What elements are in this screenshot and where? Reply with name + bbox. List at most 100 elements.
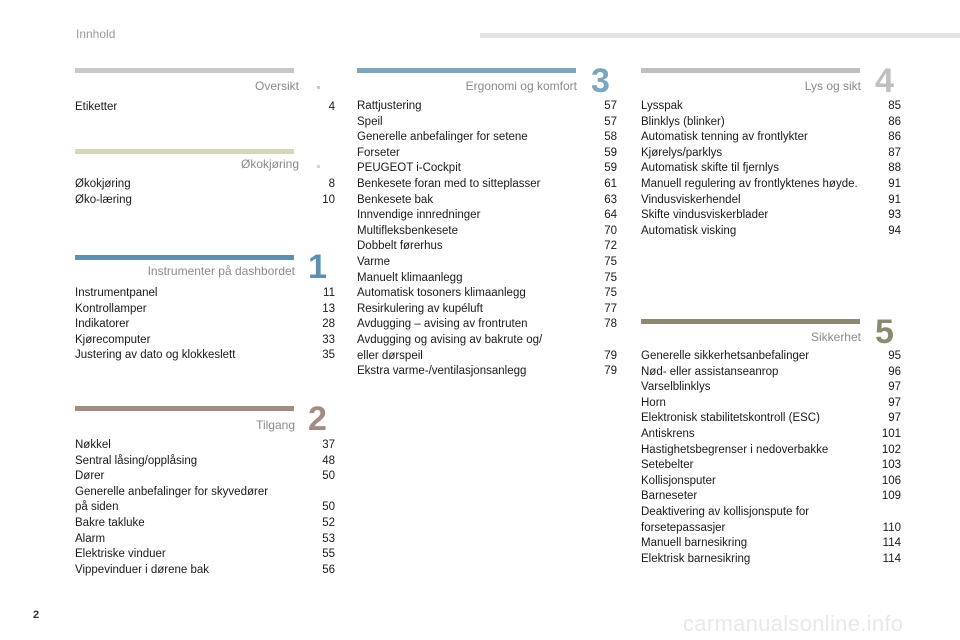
toc-entry[interactable]: Avdugging og avising av bakrute og/ elle… <box>357 333 617 364</box>
entries-list: Nøkkel 37 Sentral låsing/opplåsing 48 Dører 5… <box>75 438 335 578</box>
toc-entry[interactable]: Etiketter 4 <box>75 100 335 116</box>
toc-entry[interactable]: Sentral låsing/opplåsing 48 <box>75 454 335 470</box>
toc-entry-page: 28 <box>322 318 335 331</box>
toc-entry[interactable]: Elektriske vinduer 55 <box>75 547 335 563</box>
toc-entry[interactable]: Automatisk skifte til fjernlys 88 <box>641 161 901 177</box>
toc-entry[interactable]: Vindusviskerhendel 91 <box>641 193 901 209</box>
toc-entry[interactable]: Automatisk tosoners klimaanlegg 75 <box>357 286 617 302</box>
toc-entry-page: 94 <box>888 224 901 237</box>
toc-entry[interactable]: Nøkkel 37 <box>75 438 335 454</box>
toc-entry-page: 110 <box>882 521 901 534</box>
toc-entry[interactable]: Barneseter 109 <box>641 489 901 505</box>
entries-list: Lysspak 85 Blinklys (blinker) 86 Automatisk … <box>641 99 901 239</box>
toc-entry[interactable]: Rattjustering 57 <box>357 99 617 115</box>
toc-entry[interactable]: Justering av dato og klokkeslett 35 <box>75 348 335 364</box>
toc-entry[interactable]: Alarm 53 <box>75 532 335 548</box>
toc-entry[interactable]: Forseter 59 <box>357 146 617 162</box>
section-title: Økokjøring <box>240 157 299 171</box>
toc-entry-page: 50 <box>322 501 335 514</box>
toc-entry[interactable]: Horn 97 <box>641 396 901 412</box>
toc-entry-page: 91 <box>888 193 901 206</box>
toc-entry[interactable]: Manuell barnesikring 114 <box>641 536 901 552</box>
toc-entry[interactable]: Manuell regulering av frontlyktenes høyd… <box>641 177 901 193</box>
toc-entry[interactable]: Automatisk tenning av frontlykter 86 <box>641 130 901 146</box>
toc-entry-page: 114 <box>882 537 901 550</box>
toc-entry-page: 86 <box>888 131 901 144</box>
toc-entry-title: Deaktivering av kollisjonspute for forse… <box>641 505 810 534</box>
toc-entry-title: Automatisk tenning av frontlykter <box>641 131 808 144</box>
section-bar <box>75 255 294 260</box>
toc-entry-page: 87 <box>888 146 901 159</box>
toc-entry[interactable]: Dører 50 <box>75 469 335 485</box>
toc-entry-page: 57 <box>604 115 617 128</box>
toc-entry[interactable]: Kjørelys/parklys 87 <box>641 146 901 162</box>
toc-entry-title: Avdugging og avising av bakrute og/ elle… <box>357 333 543 362</box>
toc-entry-title: Lysspak <box>641 100 683 112</box>
toc-entry[interactable]: Økokjøring 8 <box>75 177 335 193</box>
toc-entry-title: Resirkulering av kupéluft <box>357 302 483 315</box>
toc-entry[interactable]: Vippevinduer i dørene bak 56 <box>75 563 335 579</box>
toc-entry[interactable]: Kontrollamper 13 <box>75 302 335 318</box>
toc-entry[interactable]: Kjørecomputer 33 <box>75 333 335 349</box>
toc-entry[interactable]: Speil 57 <box>357 115 617 131</box>
section-number: 3 <box>591 62 610 100</box>
toc-entry-title: Manuell barnesikring <box>641 537 748 550</box>
toc-entry-title: Varme <box>357 255 391 268</box>
toc-entry-title: Horn <box>641 396 666 409</box>
toc-entry[interactable]: Skifte vindusviskerblader 93 <box>641 208 901 224</box>
toc-entry[interactable]: Dobbelt førerhus 72 <box>357 239 617 255</box>
toc-entry[interactable]: Generelle anbefalinger for skyvedører på… <box>75 485 335 516</box>
toc-entry[interactable]: PEUGEOT i-Cockpit 59 <box>357 161 617 177</box>
toc-entry[interactable]: Manuelt klimaanlegg 75 <box>357 271 617 287</box>
toc-entry-page: 59 <box>604 146 617 159</box>
toc-entry[interactable]: Varselblinklys 97 <box>641 380 901 396</box>
toc-entry-page: 35 <box>322 349 335 362</box>
toc-entry[interactable]: Varme 75 <box>357 255 617 271</box>
toc-entry[interactable]: Bakre takluke 52 <box>75 516 335 532</box>
toc-entry-title: Dører <box>75 470 105 483</box>
toc-entry-page: 11 <box>323 287 335 299</box>
toc-entry-title: Hastighetsbegrenser i nedoverbakke <box>641 443 829 456</box>
toc-entry[interactable]: Lysspak 85 <box>641 99 901 115</box>
section-title: Ergonomi og komfort <box>465 79 577 93</box>
toc-entry[interactable]: Instrumentpanel 11 <box>75 286 335 302</box>
toc-entry-title: Indikatorer <box>75 318 130 331</box>
toc-entry[interactable]: Kollisjonsputer 106 <box>641 474 901 490</box>
toc-entry[interactable]: Avdugging – avising av frontruten 78 <box>357 317 617 333</box>
toc-entry[interactable]: Innvendige innredninger 64 <box>357 208 617 224</box>
toc-entry[interactable]: Automatisk visking 94 <box>641 224 901 240</box>
toc-entry-title: Automatisk skifte til fjernlys <box>641 162 780 175</box>
toc-entry[interactable]: Blinklys (blinker) 86 <box>641 115 901 131</box>
toc-entry[interactable]: Elektronisk stabilitetskontroll (ESC) 97 <box>641 411 901 427</box>
toc-entry-title: Nøkkel <box>75 439 111 451</box>
toc-entry[interactable]: Generelle anbefalinger for setene 58 <box>357 130 617 146</box>
toc-entry[interactable]: Hastighetsbegrenser i nedoverbakke 102 <box>641 443 901 459</box>
toc-entry[interactable]: Indikatorer 28 <box>75 317 335 333</box>
toc-entry-title: Elektriske vinduer <box>75 548 166 561</box>
toc-entry[interactable]: Resirkulering av kupéluft 77 <box>357 302 617 318</box>
toc-entry-page: 37 <box>322 439 335 451</box>
toc-entry-title: PEUGEOT i-Cockpit <box>357 162 461 175</box>
toc-entry[interactable]: Antiskrens 101 <box>641 427 901 443</box>
toc-entry[interactable]: Benkesete foran med to sitteplasser 61 <box>357 177 617 193</box>
toc-entry[interactable]: Øko-læring 10 <box>75 193 335 209</box>
entries-list: Instrumentpanel 11 Kontrollamper 13 Indikato… <box>75 286 335 364</box>
toc-entry-page: 53 <box>322 532 335 545</box>
toc-entry[interactable]: Deaktivering av kollisjonspute for forse… <box>641 505 901 536</box>
toc-entry-title: Vindusviskerhendel <box>641 193 741 206</box>
toc-entry-page: 109 <box>881 490 901 503</box>
toc-entry[interactable]: Benkesete bak 63 <box>357 193 617 209</box>
toc-entry[interactable]: Multifleksbenkesete 70 <box>357 224 617 240</box>
toc-entry[interactable]: Nød- eller assistanseanrop 96 <box>641 365 901 381</box>
toc-entry-page: 8 <box>328 178 335 190</box>
toc-entry[interactable]: Ekstra varme-/ventilasjonsanlegg 79 <box>357 364 617 380</box>
section-title: Oversikt <box>254 79 299 93</box>
toc-entry-title: Manuell regulering av frontlyktenes høyd… <box>641 177 858 190</box>
toc-entry-title: Rattjustering <box>357 100 422 112</box>
toc-entry[interactable]: Setebelter 103 <box>641 458 901 474</box>
toc-entry-page: 97 <box>888 396 901 409</box>
toc-entry[interactable]: Elektrisk barnesikring 114 <box>641 552 901 568</box>
toc-entry-page: 72 <box>604 240 617 253</box>
toc-entry[interactable]: Generelle sikkerhetsanbefalinger 95 <box>641 349 901 365</box>
toc-entry-title: Ekstra varme-/ventilasjonsanlegg <box>357 365 527 378</box>
